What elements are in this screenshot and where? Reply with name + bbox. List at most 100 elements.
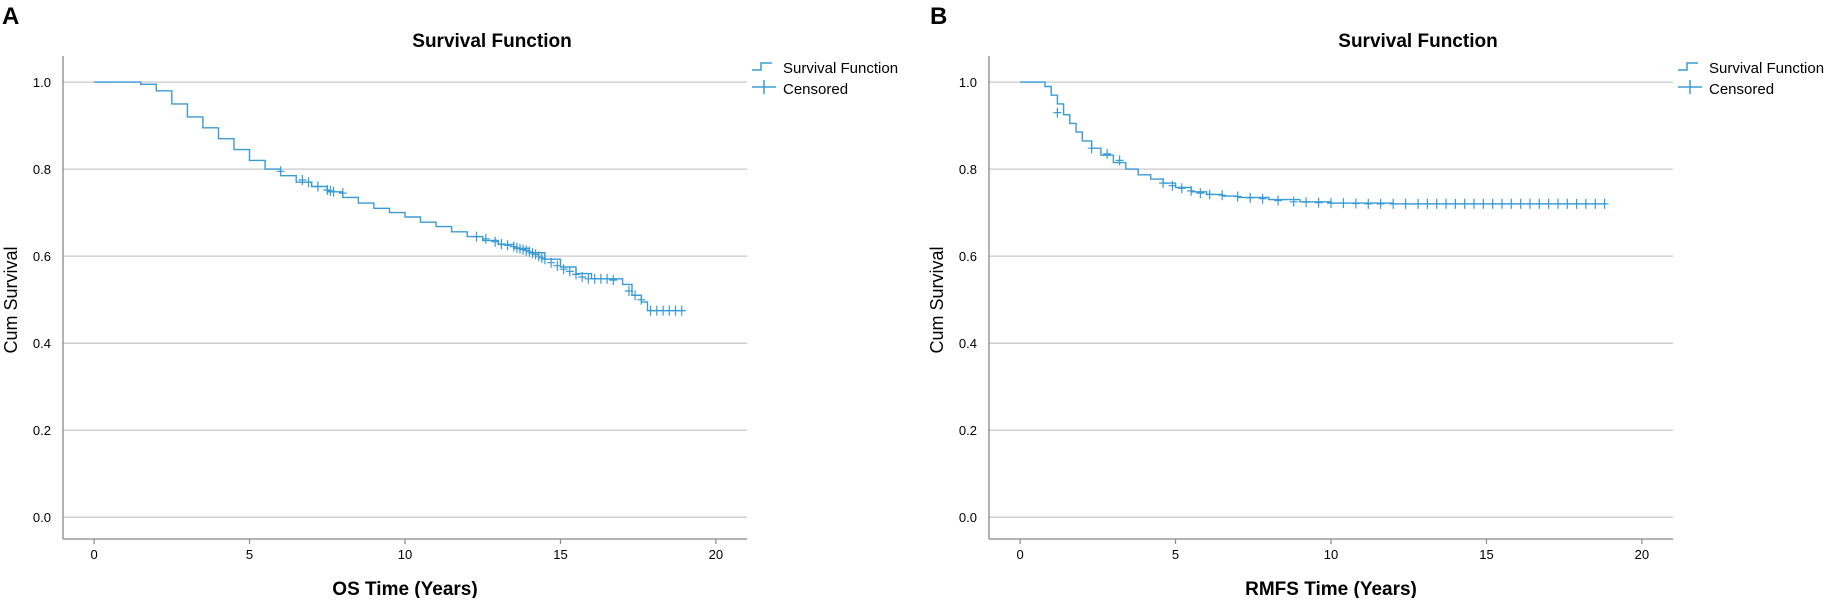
censored-marker — [1432, 198, 1441, 209]
legend-censored-swatch — [1678, 80, 1702, 94]
legend-survival-swatch — [1678, 62, 1698, 71]
legend-censored-label: Censored — [783, 81, 848, 98]
plot-area: 0.0 0.2 0.4 0.6 0.8 1.0 0 5 10 15 20 — [33, 56, 747, 562]
censored-marker — [276, 166, 285, 177]
censored-marker — [1581, 198, 1590, 209]
censored-marker — [1103, 148, 1112, 159]
survival-curve — [94, 81, 685, 312]
y-tick-label: 0.8 — [959, 162, 977, 177]
censored-marker — [1351, 198, 1360, 209]
censored-marker — [1535, 198, 1544, 209]
censored-marker — [1470, 198, 1478, 209]
y-axis-label: Cum Survival — [1, 246, 21, 353]
x-tick-label: 15 — [1479, 547, 1493, 562]
censored-marker — [609, 275, 618, 286]
censored-marker — [1544, 198, 1553, 209]
censored-marker — [1087, 143, 1096, 154]
legend-survival-label: Survival Function — [1709, 60, 1824, 77]
censored-marker — [1591, 198, 1600, 209]
y-tick-label: 0.6 — [959, 249, 977, 264]
censored-marker — [553, 260, 562, 271]
x-tick-label: 15 — [553, 547, 567, 562]
censored-marker — [1572, 198, 1581, 209]
censored-marker — [565, 266, 574, 277]
legend-censored-swatch — [752, 80, 776, 94]
legend-censored-label: Censored — [1709, 81, 1774, 98]
censored-marker — [1115, 155, 1124, 166]
censored-marker — [1339, 198, 1348, 209]
censored-marker — [1389, 198, 1398, 209]
chart-title: Survival Function — [1338, 31, 1497, 52]
censored-marker — [1053, 107, 1062, 118]
censored-marker — [1563, 198, 1572, 209]
censored-marker — [1516, 198, 1525, 209]
censored-marker — [1196, 188, 1205, 199]
censored-marker — [1479, 198, 1488, 209]
y-tick-label: 0.4 — [959, 336, 977, 351]
censored-marker — [540, 254, 549, 265]
censored-marker — [298, 175, 307, 185]
censored-marker — [1554, 198, 1562, 209]
censored-marker — [547, 257, 556, 268]
censored-marker — [472, 231, 481, 242]
censored-marker — [1274, 195, 1283, 206]
censored-marker — [1327, 198, 1335, 209]
y-tick-label: 0.4 — [33, 336, 51, 351]
censored-marker — [481, 233, 490, 244]
censored-marker — [603, 273, 612, 284]
censored-marker — [1376, 198, 1385, 209]
censored-marker — [304, 177, 313, 188]
censored-marker — [572, 269, 580, 280]
censored-marker — [1168, 180, 1177, 191]
x-tick-label: 20 — [1635, 547, 1649, 562]
censored-marker — [1526, 198, 1534, 209]
plot-area: 0.0 0.2 0.4 0.6 0.8 1.0 0 5 10 15 20 — [959, 56, 1673, 562]
censored-marker — [1364, 198, 1373, 209]
y-tick-label: 0.2 — [959, 423, 977, 438]
censored-marker — [677, 305, 686, 316]
censored-marker — [1314, 197, 1323, 208]
censored-marker — [578, 272, 587, 282]
x-tick-label: 0 — [1016, 547, 1023, 562]
censored-marker — [1159, 178, 1168, 189]
censored-marker — [1401, 198, 1410, 209]
censored-marker — [1258, 193, 1267, 204]
x-tick-label: 10 — [398, 547, 412, 562]
censored-marker — [1498, 198, 1506, 209]
chart-title: Survival Function — [412, 31, 571, 52]
censored-marker — [329, 186, 338, 197]
y-tick-label: 0.0 — [33, 510, 51, 525]
legend: Survival Function Censored — [752, 60, 898, 98]
x-tick-label: 20 — [709, 547, 723, 562]
censored-marker — [1233, 191, 1242, 202]
x-tick-label: 10 — [1324, 547, 1338, 562]
censored-marker — [1442, 198, 1450, 209]
censored-marker — [1246, 192, 1255, 203]
y-axis-label: Cum Survival — [927, 246, 947, 353]
censored-marker — [1600, 198, 1609, 209]
legend-survival-label: Survival Function — [783, 60, 898, 77]
panel-label-a: A — [2, 3, 19, 30]
x-tick-label: 0 — [90, 547, 97, 562]
censored-marker — [1460, 198, 1469, 209]
censored-marker — [1187, 185, 1196, 196]
censored-marker — [1205, 189, 1214, 200]
censored-marker — [1507, 198, 1516, 209]
y-tick-label: 0.0 — [959, 510, 977, 525]
censored-marker — [1451, 198, 1460, 209]
censored-marker — [1488, 198, 1497, 209]
censored-marker — [503, 240, 512, 251]
panel-label-b: B — [930, 3, 947, 30]
censored-marker — [491, 236, 500, 247]
censored-marker — [313, 181, 322, 192]
panel-b: B Survival Function RMFS Time (Years) Cu… — [927, 3, 1824, 600]
panel-a: A Survival Function OS Time (Years) Cum … — [1, 3, 898, 600]
censored-marker — [1177, 183, 1186, 194]
censored-marker — [497, 239, 506, 249]
censored-marker — [1218, 190, 1227, 201]
censored-marker — [631, 290, 640, 301]
censored-marker — [1289, 196, 1298, 207]
censored-marker — [624, 286, 633, 296]
censored-marker — [559, 264, 568, 275]
